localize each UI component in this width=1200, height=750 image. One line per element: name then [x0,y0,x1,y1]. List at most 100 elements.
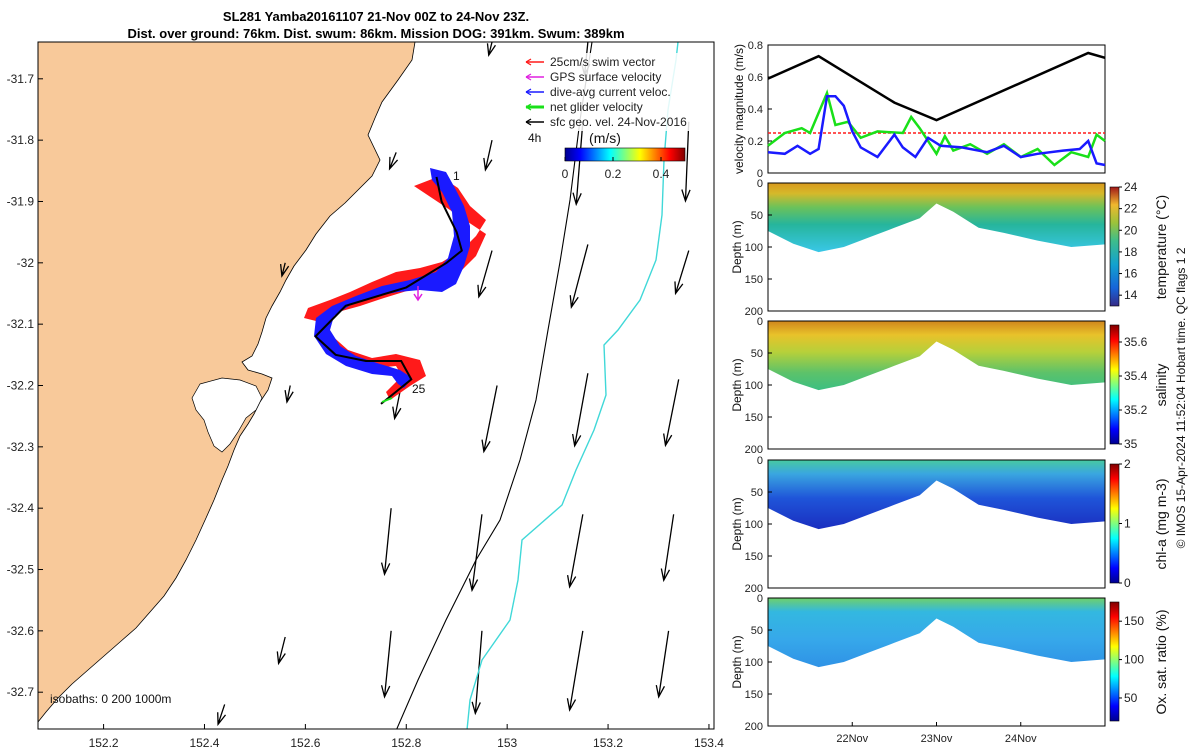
velocity-y-tick-label: 0.6 [748,72,763,84]
geo-vector-arrow [660,514,675,583]
geo-vector-arrow [486,42,496,58]
speed-colorbar-ticks: 0 0.2 0.4 [562,157,670,181]
section-colorbar [1109,186,1120,307]
section-y-tick-label: 200 [745,583,763,595]
geo-vector-arrow [572,121,584,207]
map-y-tick-label: -31.7 [7,72,35,86]
section-ylabel: Depth (m) [730,635,744,688]
geo-vector-arrow [674,250,690,296]
section-colorbar-tick-label: 0 [1124,576,1131,590]
section-data-field [768,460,1105,530]
geo-vector-arrow [569,244,589,309]
net-velocity-arrow [381,397,393,403]
colorbar-tick-label: 0 [562,167,569,181]
legend-label: net glider velocity [550,100,643,114]
map-y-axis: -31.7 -31.8 -31.9 -32 -32.1 -32.2 -32.3 -32.4 -3… [7,72,43,699]
map-y-tick-label: -32.4 [7,501,35,515]
section-y-tick-label: 0 [757,593,763,605]
section-colorbar-label: salinity [1153,364,1169,407]
legend-arrowhead [525,118,532,126]
velocity-series-line [767,89,1106,167]
velocity-y-tick-label: 0.2 [748,136,763,148]
section-colorbar [1109,601,1120,722]
velocity-y-tick-label: 0 [757,168,763,180]
section-y-tick-label: 100 [745,657,763,669]
map-y-tick-label: -32.1 [7,317,35,331]
map-x-tick-label: 152.2 [89,736,119,750]
title-line-1: SL281 Yamba20161107 21-Nov 00Z to 24-Nov… [223,9,529,24]
section-y-tick-label: 50 [751,625,763,637]
map-y-tick-label: -32.3 [7,440,35,454]
speed-colorbar [564,147,686,162]
section-y-tick-label: 100 [745,380,763,392]
section-panel-oxygen-section: 0 50 100 150 200 Depth (m) 50 100 150 Ox. sat. ra… [730,593,1169,745]
section-y-tick-label: 150 [745,274,763,286]
section-colorbar-tick-label: 16 [1124,267,1138,281]
isobath-200m [396,42,593,729]
map-y-tick-label: -32.6 [7,624,35,638]
section-y-tick-label: 0 [757,316,763,328]
section-colorbar-tick-label: 35.6 [1124,335,1148,349]
velocity-series-line [767,51,1106,122]
section-colorbar-tick-label: 20 [1124,223,1138,237]
section-y-tick-label: 200 [745,444,763,456]
geo-vector-arrow [217,704,227,727]
legend-arrowhead [525,88,532,96]
map-x-tick-label: 153.2 [593,736,623,750]
colorbar-tick-label: 0.2 [605,167,622,181]
section-colorbar-tick-label: 35.2 [1124,403,1148,417]
section-colorbar-tick-label: 22 [1124,202,1138,216]
velocity-y-tick-label: 0.4 [748,104,763,116]
geo-vector-arrow [681,121,691,203]
section-panel-chla-section: 0 50 100 150 200 Depth (m) 0 1 2 chl-a (mg m-3) [730,455,1169,595]
geo-vector-arrow [566,630,584,712]
velocity-series [767,51,1106,167]
section-colorbar-tick-label: 150 [1124,614,1144,628]
title-line-2: Dist. over ground: 76km. Dist. swum: 86k… [127,26,624,41]
map-panel: 152.2 152.4 152.6 152.8 153 153.2 153.4 -31.7-… [7,41,724,750]
section-panel-salinity-section: 0 50 100 150 200 Depth (m) 35 35.2 35.4 35.6 salin… [730,316,1169,456]
isobaths-label: isobaths: 0 200 1000m [50,692,171,706]
section-data-field [768,183,1105,253]
track-end-label: 25 [412,382,426,396]
geo-vector-arrow [276,636,286,666]
section-x-tick-label: 22Nov [836,733,868,745]
track-start-label: 1 [453,169,460,183]
velocity-y-axis: 0 0.2 0.4 0.6 0.8 [748,40,772,180]
interval-label: 4h [528,131,541,145]
section-colorbar-label: temperature (°C) [1153,195,1169,299]
section-panel-temperature-section: 0 50 100 150 200 Depth (m) 14 16 18 20 22 24 tempera… [730,178,1169,318]
velocity-series-line [767,94,1106,167]
section-y-tick-label: 150 [745,689,763,701]
legend-label: dive-avg current veloc. [550,85,671,99]
section-colorbar-tick-label: 24 [1124,180,1138,194]
map-y-tick-label: -32.5 [7,563,35,577]
colorbar-unit-label: (m/s) [589,130,621,146]
map-y-tick-label: -32 [17,256,35,270]
legend-arrowhead [525,73,532,81]
section-colorbar [1109,324,1120,445]
geo-vector-arrow [279,262,290,278]
legend-label: sfc geo. vel. 24-Nov-2016 [550,115,687,129]
map-x-tick-label: 153.4 [694,736,724,750]
geo-vector-arrow [468,514,483,593]
geo-vector-arrow [380,508,392,577]
section-y-tick-label: 50 [751,210,763,222]
geo-vector-arrow [655,630,670,699]
section-y-tick-label: 50 [751,487,763,499]
velocity-y-tick-label: 0.8 [748,40,763,52]
velocity-panel: 0 0.2 0.4 0.6 0.8 velocity magnitude (m/s) [732,40,1106,180]
map-y-tick-label: -32.2 [7,379,35,393]
map-x-tick-label: 152.8 [391,736,421,750]
map-x-axis: 152.2 152.4 152.6 152.8 153 153.2 153.4 [89,724,724,750]
map-x-tick-label: 152.6 [290,736,320,750]
section-ylabel: Depth (m) [730,220,744,273]
section-colorbar-tick-label: 14 [1124,288,1138,302]
geo-vector-arrow [388,152,399,171]
section-colorbar-tick-label: 2 [1124,457,1131,471]
section-colorbar-tick-label: 35.4 [1124,369,1148,383]
geo-vector-arrow [380,630,392,699]
geo-vector-arrow [663,379,680,448]
geo-vector-arrow [481,385,498,454]
